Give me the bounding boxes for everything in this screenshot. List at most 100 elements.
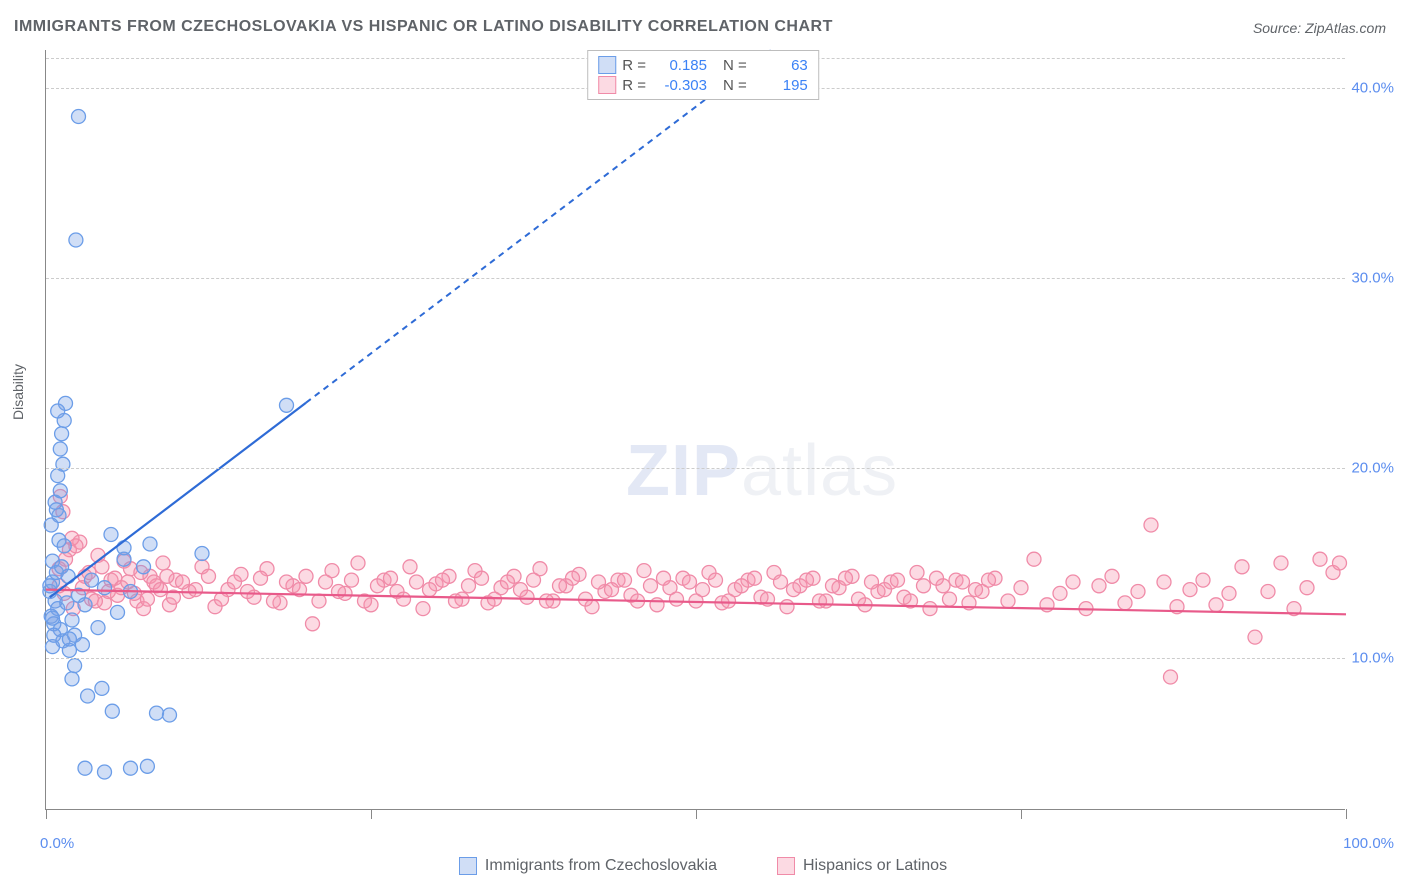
hispanic-point [1235,560,1249,574]
hispanic-point [943,592,957,606]
hispanic-point [160,569,174,583]
hispanic-point [403,560,417,574]
czech-point [57,539,71,553]
x-tick [1346,809,1347,819]
hispanic-point [1014,581,1028,595]
hispanic-point [774,575,788,589]
hispanic-point [416,602,430,616]
hispanic-point [1066,575,1080,589]
hispanic-point [956,575,970,589]
legend-row-hispanic: R =-0.303N =195 [598,75,808,95]
hispanic-point [1300,581,1314,595]
chart-title: IMMIGRANTS FROM CZECHOSLOVAKIA VS HISPAN… [14,18,833,36]
hispanic-point [650,598,664,612]
hispanic-point [332,585,346,599]
hispanic-point [254,571,268,585]
y-tick-label: 20.0% [1351,460,1394,477]
source-link[interactable]: ZipAtlas.com [1305,20,1386,36]
hispanic-point [735,579,749,593]
czech-point [68,659,82,673]
hispanic-point [202,569,216,583]
czech-point [98,765,112,779]
hispanic-point [839,571,853,585]
czech-point [46,611,60,625]
hispanic-point [813,594,827,608]
n-label: N = [723,57,747,74]
hispanic-point [319,575,333,589]
czech-point [195,547,209,561]
r-label: R = [622,57,646,74]
hispanic-point [410,575,424,589]
czech-point [91,621,105,635]
czech-point [65,672,79,686]
czech-point [124,761,138,775]
hispanic-point [462,579,476,593]
hispanic-point [917,579,931,593]
hispanic-point [540,594,554,608]
czech-point [117,541,131,555]
hispanic-point [969,583,983,597]
czech-point [61,569,75,583]
czech-point [53,484,67,498]
czech-point [62,632,76,646]
y-tick-label: 30.0% [1351,270,1394,287]
hispanic-point [153,583,167,597]
legend-item-hispanic: Hispanics or Latinos [777,857,947,875]
hispanic-point [501,575,515,589]
czech-point [65,613,79,627]
hispanic-point [241,585,255,599]
czech-point [51,469,65,483]
czech-swatch-icon [598,56,616,74]
hispanic-point [553,579,567,593]
x-tick [371,809,372,819]
czech-trendline-dashed [306,50,771,403]
czech-point [81,689,95,703]
hispanic-point [1164,670,1178,684]
source-attribution: Source: ZipAtlas.com [1253,20,1386,36]
czech-point [143,537,157,551]
hispanic-point [189,583,203,597]
hispanic-point [436,573,450,587]
hispanic-point [1222,586,1236,600]
hispanic-point [787,583,801,597]
hispanic-point [923,602,937,616]
hispanic-point [800,573,814,587]
hispanic-point [826,579,840,593]
hispanic-point [657,571,671,585]
hispanic-point [605,583,619,597]
czech-point [75,638,89,652]
czech-point [85,573,99,587]
czech-point [137,560,151,574]
hispanic-point [475,571,489,585]
x-max-label: 100.0% [1343,835,1394,852]
hispanic-point [1118,596,1132,610]
legend-row-czech: R =0.185N =63 [598,55,808,75]
hispanic-point [709,573,723,587]
czech-point [104,528,118,542]
x-tick [46,809,47,819]
y-axis-label: Disability [10,364,26,420]
hispanic-point [1183,583,1197,597]
hispanic-point [696,583,710,597]
hispanic-point [299,569,313,583]
czech-point [55,427,69,441]
hispanic-point [1157,575,1171,589]
x-tick [1021,809,1022,819]
hispanic-point [1131,585,1145,599]
hispanic-point [1333,556,1347,570]
r-value: -0.303 [652,77,707,94]
series-legend: Immigrants from CzechoslovakiaHispanics … [0,857,1406,880]
czech-point [78,598,92,612]
hispanic-point [1092,579,1106,593]
hispanic-point [1209,598,1223,612]
czech-point [44,518,58,532]
hispanic-point [1053,586,1067,600]
hispanic-point [670,592,684,606]
hispanic-point [423,583,437,597]
hispanic-point [1105,569,1119,583]
czech-point [280,398,294,412]
hispanic-point [780,600,794,614]
czech-point [95,681,109,695]
hispanic-point [878,583,892,597]
hispanic-point [449,594,463,608]
